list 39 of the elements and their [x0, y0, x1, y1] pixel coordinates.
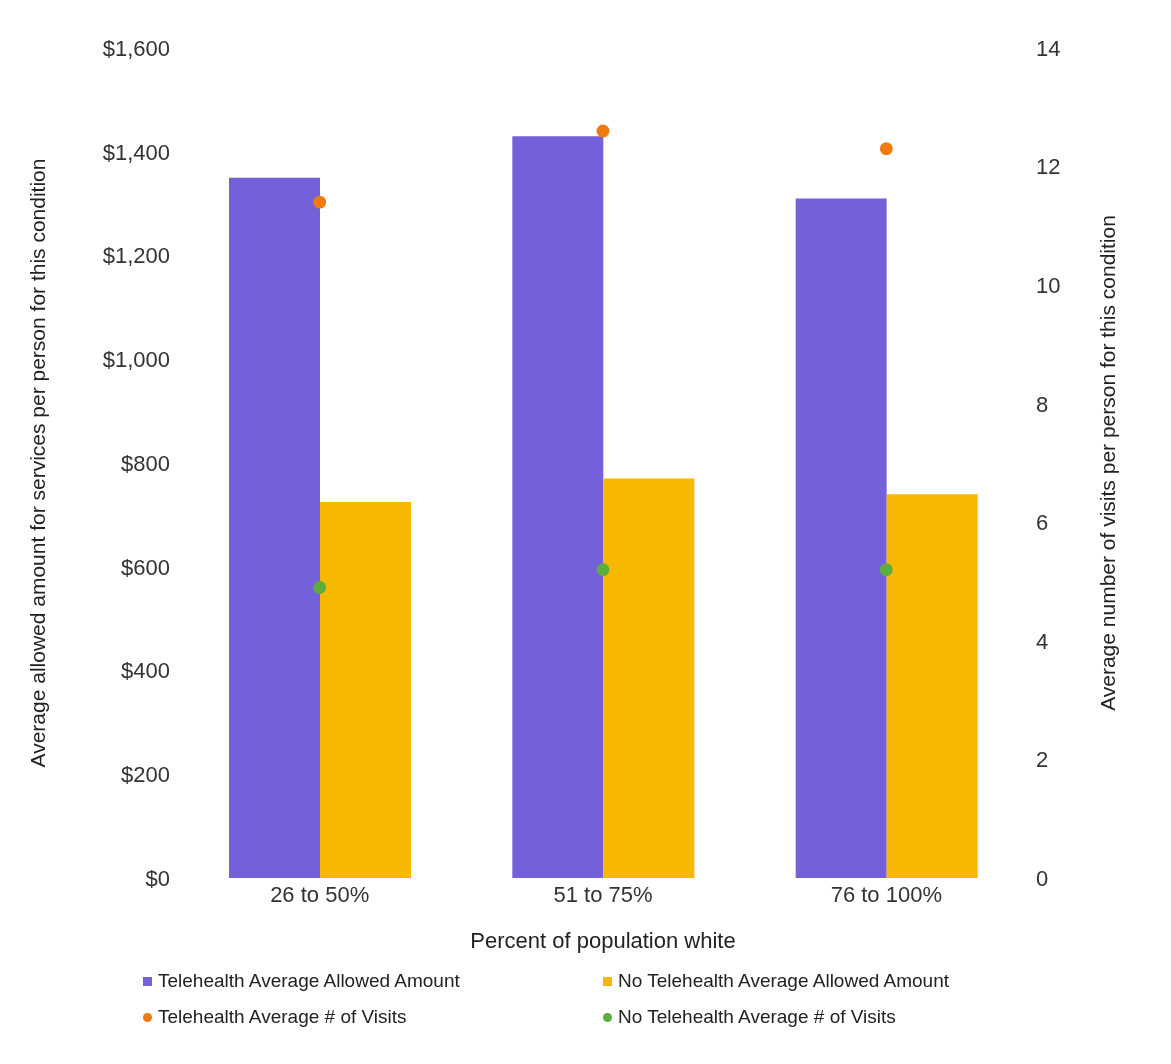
y-tick-label: $1,000 — [102, 347, 170, 373]
point — [313, 195, 327, 209]
legend-label: Telehealth Average Allowed Amount — [158, 970, 460, 992]
bar — [229, 177, 320, 878]
legend-label: No Telehealth Average Allowed Amount — [618, 970, 949, 992]
bar — [795, 198, 887, 878]
bar — [886, 494, 978, 878]
y-tick-label: $400 — [121, 658, 170, 684]
y-tick-label: $1,400 — [102, 139, 170, 165]
bar — [603, 478, 695, 878]
point — [313, 581, 327, 594]
y-axis-title: Average allowed amount for services per person for this condition — [26, 158, 50, 768]
legend-label: No Telehealth Average # of Visits — [618, 1006, 896, 1028]
x-tick-label: 76 to 100% — [830, 881, 942, 907]
x-tick-label: 51 to 75% — [553, 881, 653, 907]
x-axis-title: Percent of population white — [470, 928, 736, 953]
y2-tick-label: 6 — [1036, 510, 1049, 536]
legend-label: Telehealth Average # of Visits — [158, 1006, 407, 1028]
y-tick-label: $600 — [121, 554, 170, 580]
point — [879, 563, 893, 577]
point — [879, 142, 893, 156]
y2-tick-label: 14 — [1036, 35, 1061, 61]
y2-tick-label: 4 — [1036, 628, 1049, 654]
y-tick-label: $200 — [121, 762, 170, 788]
point — [596, 563, 610, 577]
y2-tick-label: 0 — [1036, 865, 1049, 891]
y-tick-label: $1,200 — [102, 243, 170, 269]
y2-tick-label: 8 — [1036, 391, 1049, 417]
y2-tick-label: 10 — [1036, 272, 1061, 298]
y2-axis-title: Average number of visits per person for this condition — [1096, 215, 1120, 711]
y-tick-label: $800 — [121, 450, 170, 476]
bar — [512, 136, 604, 878]
y-tick-label: $1,600 — [102, 35, 170, 61]
y-tick-label: $0 — [145, 865, 170, 891]
y2-tick-label: 12 — [1036, 154, 1061, 180]
y2-tick-label: 2 — [1036, 747, 1049, 773]
bar — [320, 501, 411, 878]
point — [596, 124, 610, 138]
x-tick-label: 26 to 50% — [270, 881, 370, 907]
